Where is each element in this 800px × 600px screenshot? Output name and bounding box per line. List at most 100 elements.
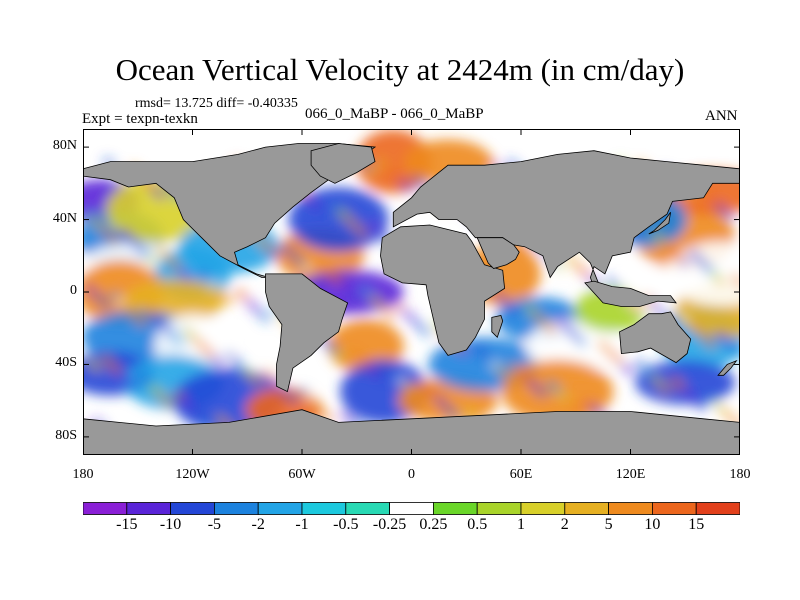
- velocity-cell: [95, 295, 105, 303]
- velocity-cell: [316, 261, 326, 269]
- velocity-cell: [433, 395, 443, 403]
- velocity-cell: [340, 411, 350, 419]
- velocity-cell: [150, 186, 160, 194]
- velocity-cell: [510, 308, 520, 316]
- latitude-label: 40S: [55, 355, 77, 371]
- velocity-cell: [183, 273, 193, 281]
- velocity-cell: [583, 344, 593, 352]
- velocity-cell: [634, 304, 644, 312]
- velocity-cell: [367, 221, 377, 229]
- velocity-cell: [364, 290, 374, 298]
- velocity-cell: [701, 335, 711, 343]
- velocity-cell: [524, 304, 534, 312]
- velocity-cell: [311, 201, 321, 209]
- velocity-cell: [679, 313, 689, 321]
- velocity-cell: [148, 384, 158, 392]
- velocity-cell: [168, 331, 178, 339]
- velocity-cell: [309, 398, 319, 406]
- velocity-cell: [688, 250, 698, 258]
- velocity-cell: [331, 203, 341, 211]
- velocity-cell: [305, 196, 315, 204]
- velocity-patch: [355, 129, 432, 194]
- velocity-cell: [121, 302, 131, 310]
- velocity-cell: [84, 284, 94, 292]
- velocity-cell: [234, 288, 244, 296]
- velocity-cell: [696, 330, 706, 338]
- velocity-cell: [495, 366, 505, 374]
- land-antarctica: [83, 409, 740, 455]
- velocity-cell: [719, 208, 729, 216]
- velocity-cell: [214, 286, 224, 294]
- velocity-cell: [135, 244, 145, 252]
- velocity-cell: [376, 157, 386, 165]
- velocity-cell: [145, 181, 155, 189]
- velocity-patch: [665, 241, 740, 306]
- velocity-cell: [358, 284, 368, 292]
- velocity-cell: [413, 393, 423, 401]
- velocity-cell: [110, 292, 120, 299]
- colorbar-label: -5: [207, 516, 222, 533]
- velocity-cell: [128, 382, 138, 390]
- velocity-cell: [566, 328, 576, 336]
- velocity-cell: [270, 252, 280, 260]
- latitude-label: 80S: [55, 427, 77, 443]
- velocity-cell: [687, 393, 697, 401]
- velocity-cell: [365, 364, 375, 372]
- velocity-cell: [194, 339, 204, 347]
- velocity-cell: [283, 391, 293, 399]
- velocity-cell: [413, 176, 423, 184]
- velocity-cell: [449, 411, 459, 419]
- velocity-cell: [473, 344, 483, 352]
- colorbar-swatch: [520, 502, 566, 515]
- velocity-cell: [137, 319, 147, 327]
- velocity-cell: [546, 326, 556, 334]
- velocity-cell: [143, 378, 153, 386]
- velocity-cell: [716, 277, 726, 285]
- velocity-cell: [656, 380, 666, 388]
- velocity-cell: [484, 355, 494, 363]
- velocity-cell: [101, 301, 111, 309]
- velocity-cell: [395, 302, 405, 310]
- colorbar-swatch: [608, 502, 653, 515]
- velocity-cell: [652, 232, 662, 240]
- colorbar-label: -0.5: [333, 516, 359, 533]
- velocity-cell: [132, 313, 142, 321]
- velocity-cell: [199, 344, 209, 352]
- velocity-cell: [166, 257, 176, 265]
- velocity-cell: [400, 308, 410, 316]
- velocity-cell: [86, 359, 96, 367]
- map-title: Ocean Vertical Velocity at 2424m (in cm/…: [115, 52, 685, 87]
- velocity-cell: [583, 398, 593, 406]
- velocity-cell: [694, 255, 704, 263]
- velocity-cell: [307, 270, 317, 278]
- velocity-cell: [156, 246, 165, 254]
- velocity-cell: [562, 397, 572, 405]
- colorbar-label: 10: [644, 516, 661, 533]
- velocity-cell: [353, 224, 363, 232]
- velocity-cell: [267, 375, 277, 383]
- velocity-cell: [245, 299, 255, 307]
- velocity-cell: [230, 357, 240, 365]
- rmsd-diff-stats: rmsd= 13.725 diff= -0.40335: [135, 96, 298, 111]
- velocity-cell: [236, 362, 246, 370]
- velocity-cell: [619, 362, 629, 370]
- land-greenland: [310, 143, 376, 184]
- velocity-cell: [183, 328, 193, 336]
- velocity-cell: [376, 375, 386, 383]
- velocity-cell: [499, 297, 509, 305]
- velocity-cell: [557, 391, 567, 399]
- velocity-cell: [179, 397, 189, 405]
- velocity-cell: [325, 415, 335, 423]
- velocity-cell: [380, 306, 390, 314]
- velocity-cell: [385, 366, 395, 374]
- velocity-cell: [504, 302, 514, 310]
- velocity-cell: [358, 230, 368, 238]
- velocity-cell: [130, 239, 140, 247]
- velocity-cell: [568, 402, 578, 410]
- velocity-cell: [681, 387, 691, 395]
- velocity-cell: [88, 215, 98, 223]
- latitude-label: 0: [70, 283, 77, 298]
- velocity-cell: [637, 235, 647, 243]
- velocity-cell: [458, 348, 468, 356]
- colorbar-label: -0.25: [372, 516, 407, 533]
